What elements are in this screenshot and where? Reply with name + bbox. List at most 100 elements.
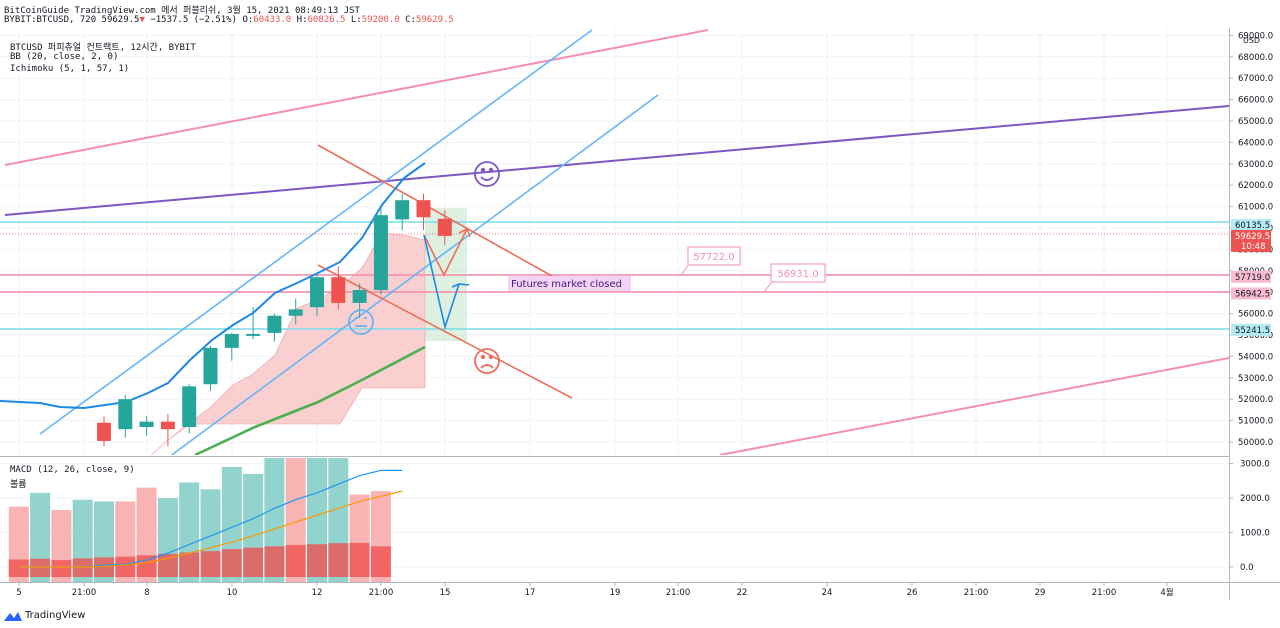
time-tick-label: 21:00 (1092, 588, 1117, 598)
macd-histogram-bar (285, 544, 306, 577)
close-value: 59629.5 (415, 15, 454, 25)
candle (203, 345, 218, 391)
legend-ichimoku[interactable]: Ichimoku (5, 1, 57, 1) (10, 64, 130, 74)
svg-text:59629.5: 59629.5 (1235, 232, 1270, 242)
macd-histogram-bar (72, 558, 93, 577)
open-value: 60433.0 (253, 15, 292, 25)
svg-text:57719.0: 57719.0 (1235, 273, 1270, 283)
macd-histogram-bar (200, 551, 221, 577)
price-level-label: 57719.0 (1231, 270, 1271, 283)
price-tick-label: 53000.0 (1238, 374, 1273, 384)
purple-trendline (4, 105, 1229, 216)
macd-histogram-bar (179, 552, 200, 577)
blue-channel-upper (39, 29, 593, 435)
smiley-neutral-icon (348, 309, 374, 335)
macd-histogram-bar (8, 559, 29, 577)
price-tick-label: 64000.0 (1238, 138, 1273, 148)
candle (395, 193, 410, 231)
candle (246, 307, 261, 340)
candle (224, 332, 239, 361)
svg-text:55241.5: 55241.5 (1235, 326, 1270, 336)
blue-channel-lower (170, 94, 659, 455)
svg-text:56931.0: 56931.0 (777, 269, 818, 280)
price-tick-label: 63000.0 (1238, 160, 1273, 170)
price-level-label: 60135.5 (1231, 219, 1271, 232)
price-tick-label: 55000.0 (1238, 331, 1273, 341)
time-tick-label: 21:00 (72, 588, 97, 598)
time-tick-label: 29 (1035, 588, 1046, 598)
high-value: 60826.5 (307, 15, 346, 25)
price-tick-label: 68000.0 (1238, 53, 1273, 63)
time-tick-label: 19 (610, 588, 621, 598)
price-level-label: 59629.510:48 (1231, 229, 1271, 252)
candle (97, 416, 111, 447)
time-tick-label: 26 (907, 588, 918, 598)
price-tick-label: 65000.0 (1238, 117, 1273, 127)
macd-histogram-bar (157, 553, 178, 577)
price-tick-label: 56000.0 (1238, 310, 1273, 320)
price-tick-label: 69000.0 (1238, 31, 1273, 41)
macd-histogram-bar (264, 546, 285, 577)
pink-trendline-lower (719, 357, 1229, 455)
legend-bb[interactable]: BB (20, close, 2, 0) (10, 52, 119, 62)
legend-macd[interactable]: MACD (12, 26, close, 9) (10, 465, 135, 475)
price-tick-label: 50000.0 (1238, 438, 1273, 448)
time-tick-label: 21:00 (369, 588, 394, 598)
candle (182, 384, 197, 434)
ohlc-header: BYBIT:BTCUSD, 720 59629.5▼ −1537.5 (−2.5… (4, 15, 454, 25)
macd-tick-label: 1000.0 (1240, 529, 1270, 539)
price-tick-label: 51000.0 (1238, 417, 1273, 427)
candle (267, 313, 282, 342)
svg-text:57722.0: 57722.0 (693, 252, 734, 263)
time-tick-label: 12 (312, 588, 323, 598)
candle (373, 206, 388, 295)
macd-tick-label: 0.0 (1240, 563, 1254, 573)
smiley-happy-icon (474, 161, 500, 187)
candle (437, 210, 452, 246)
ichimoku-green-line (194, 345, 426, 455)
candle (139, 416, 154, 436)
candle (310, 272, 324, 316)
candle (160, 414, 175, 447)
low-value: 59200.0 (361, 15, 400, 25)
macd-histogram-bar (349, 542, 370, 577)
price-tick-label: 61000.0 (1238, 203, 1273, 213)
projection-path-blue (423, 234, 460, 331)
publish-header: BitCoinGuide TradingView.com 에서 퍼블리쉬, 3월… (4, 6, 360, 16)
macd-histogram-bar (51, 560, 72, 577)
time-tick-label: 10 (227, 588, 238, 598)
svg-text:10:48: 10:48 (1241, 242, 1266, 252)
svg-text:56942.5: 56942.5 (1235, 289, 1270, 299)
last-price: 59629.5 (101, 15, 140, 25)
callout-56931 (770, 263, 826, 283)
svg-text:60135.5: 60135.5 (1235, 221, 1270, 231)
macd-histogram-bar (115, 556, 136, 577)
macd-histogram-bar (94, 557, 114, 577)
time-tick-label: 17 (525, 588, 536, 598)
time-tick-label: 8 (144, 588, 149, 598)
candle (118, 394, 133, 438)
red-trendline-upper (317, 144, 569, 286)
futures-closed-label (508, 276, 631, 291)
macd-tick-label: 3000.0 (1240, 460, 1270, 470)
pink-trendline-upper (4, 29, 709, 166)
price-tick-label: 66000.0 (1238, 96, 1273, 106)
price-chart[interactable]: 57722.0 56931.0 Futures market closed 50… (0, 28, 1280, 610)
legend-volume[interactable]: 볼륨 (10, 480, 27, 490)
callout-57722 (687, 246, 741, 266)
macd-histogram-bar (370, 546, 391, 577)
time-tick-label: 22 (737, 588, 748, 598)
candle (416, 193, 431, 231)
projection-arrowhead-blue (451, 283, 470, 288)
macd-tick-label: 2000.0 (1240, 494, 1270, 504)
price-level-label: 56942.5 (1231, 287, 1271, 300)
macd-histogram-bar (30, 558, 51, 577)
symbol: BYBIT:BTCUSD, 720 (4, 15, 97, 25)
signal-line (18, 490, 403, 568)
red-trendline-lower (317, 264, 573, 399)
macd-histogram-bar (307, 544, 327, 577)
ichimoku-blue-line (0, 162, 426, 410)
time-tick-label: 5 (16, 588, 21, 598)
currency-label: USD (1243, 36, 1261, 45)
candle (352, 283, 367, 318)
